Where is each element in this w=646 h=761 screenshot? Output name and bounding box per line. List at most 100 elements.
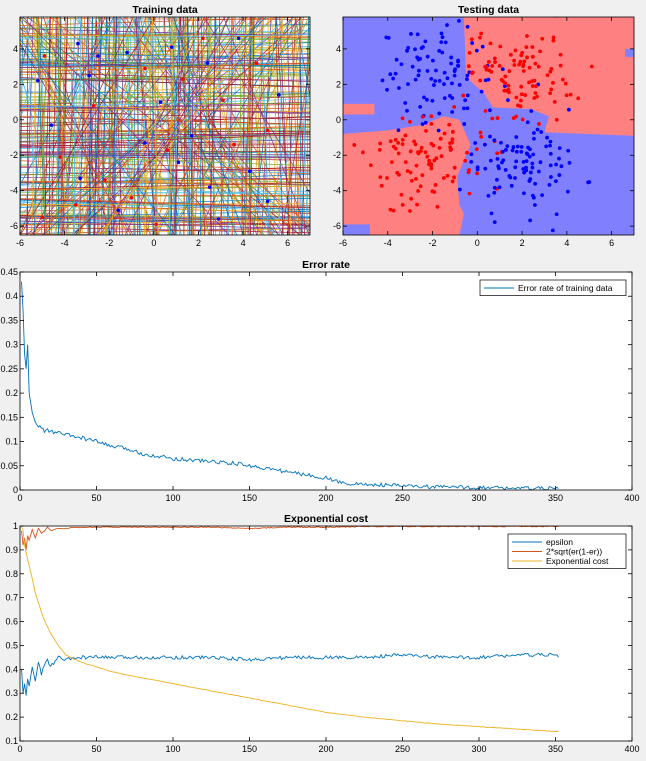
testing-point-red xyxy=(424,128,428,133)
testing-point-blue xyxy=(423,120,428,125)
testing-point-red xyxy=(527,65,532,70)
y-tick-label: -4 xyxy=(333,186,341,196)
testing-point-blue xyxy=(511,145,516,149)
testing-point-blue xyxy=(465,73,470,78)
testing-point-blue xyxy=(488,134,492,139)
decision-line xyxy=(20,203,310,205)
testing-point-blue xyxy=(554,212,559,217)
testing-point-red xyxy=(495,151,500,156)
testing-point-red xyxy=(388,139,393,144)
testing-point-blue xyxy=(445,23,449,27)
testing-point-red xyxy=(396,151,401,156)
decision-line xyxy=(20,151,310,156)
testing-point-red xyxy=(495,116,500,120)
testing-point-blue xyxy=(521,191,526,196)
testing-point-red xyxy=(558,63,563,68)
x-tick-label: -2 xyxy=(429,238,437,248)
testing-point-blue xyxy=(533,181,538,186)
y-tick-label: 0.9 xyxy=(5,545,18,555)
testing-point-red xyxy=(416,151,421,156)
testing-point-red xyxy=(427,158,432,163)
testing-point-red xyxy=(564,93,569,98)
testing-point-red xyxy=(512,63,517,67)
decision-line xyxy=(20,173,310,183)
testing-point-blue xyxy=(449,55,454,60)
decision-line xyxy=(271,17,281,235)
decision-line xyxy=(20,125,310,134)
testing-point-red xyxy=(478,130,483,135)
testing-point-red xyxy=(525,34,529,38)
testing-point-blue xyxy=(528,177,533,181)
testing-point-blue xyxy=(465,93,470,98)
testing-point-blue xyxy=(530,165,535,170)
x-tick-label: 300 xyxy=(471,493,486,503)
decision-line xyxy=(20,132,310,138)
testing-point-red xyxy=(420,114,425,119)
testing-point-blue xyxy=(549,175,553,179)
testing-point-red xyxy=(521,62,526,67)
decision-line xyxy=(55,17,60,235)
testing-point-red xyxy=(400,142,405,147)
testing-point-red xyxy=(488,41,493,46)
decision-line xyxy=(60,17,70,235)
testing-point-blue xyxy=(442,96,447,101)
decision-line xyxy=(78,17,82,235)
testing-point-red xyxy=(466,170,471,175)
testing-point-blue xyxy=(548,139,553,144)
testing-point-red xyxy=(432,190,437,194)
testing-point-blue xyxy=(475,167,480,172)
testing-point-red xyxy=(419,145,424,150)
testing-point-blue xyxy=(457,187,462,192)
y-tick-label: 0.6 xyxy=(5,617,18,627)
testing-point-blue xyxy=(497,166,501,171)
testing-point-red xyxy=(563,81,568,86)
y-tick-label: 0.4 xyxy=(5,291,18,301)
training-point-blue xyxy=(205,61,210,65)
testing-point-red xyxy=(368,163,373,168)
decision-line xyxy=(112,17,117,235)
decision-line xyxy=(20,98,310,109)
testing-point-red xyxy=(552,99,557,104)
x-tick-label: 200 xyxy=(318,493,333,503)
decision-line xyxy=(290,17,300,235)
testing-point-red xyxy=(452,104,457,109)
y-tick-label: 4 xyxy=(13,44,18,54)
testing-point-blue xyxy=(449,61,454,66)
x-tick-label: 100 xyxy=(165,493,180,503)
decision-line xyxy=(168,17,174,235)
decision-line xyxy=(95,17,160,235)
decision-line xyxy=(170,17,293,235)
training-point-red xyxy=(201,36,205,41)
testing-point-blue xyxy=(391,76,396,81)
legend-label: 2*sqrt(er(1-er)) xyxy=(546,547,602,557)
testing-point-red xyxy=(483,64,488,69)
y-tick-label: 0 xyxy=(13,485,18,495)
testing-point-blue xyxy=(469,159,474,164)
x-tick-label: -4 xyxy=(61,238,69,248)
decision-line xyxy=(30,17,210,235)
testing-point-blue xyxy=(492,185,497,190)
decision-line xyxy=(35,17,46,235)
testing-point-red xyxy=(425,154,430,159)
y-tick-label: -6 xyxy=(333,221,341,231)
testing-point-blue xyxy=(557,156,561,161)
decision-line xyxy=(20,141,310,144)
testing-point-blue xyxy=(509,183,514,188)
testing-point-red xyxy=(517,62,522,67)
legend-box xyxy=(507,533,627,569)
testing-point-blue xyxy=(388,72,393,77)
decision-line xyxy=(20,199,310,211)
training-point-blue xyxy=(87,73,91,78)
testing-point-blue xyxy=(437,48,442,53)
testing-point-blue xyxy=(514,159,519,164)
testing-point-red xyxy=(512,58,517,63)
y-tick-label: 0.3 xyxy=(5,340,18,350)
testing-point-red xyxy=(437,146,442,150)
testing-point-red xyxy=(530,45,535,49)
y-tick-label: 0.1 xyxy=(5,736,18,746)
testing-point-blue xyxy=(483,166,488,171)
testing-point-red xyxy=(414,177,418,181)
testing-point-blue xyxy=(425,97,429,102)
decision-line xyxy=(49,17,310,226)
x-tick-label: 6 xyxy=(285,238,290,248)
